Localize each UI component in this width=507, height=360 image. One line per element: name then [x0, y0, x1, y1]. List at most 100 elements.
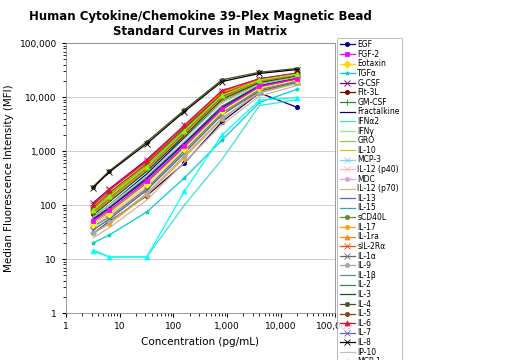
EGF	[144, 194, 150, 198]
IL-12 (p40)	[182, 148, 188, 152]
MCP-1	[182, 131, 188, 135]
IL-8	[294, 67, 300, 72]
G-CSF	[219, 89, 225, 93]
Fractalkine	[90, 215, 96, 219]
IL-9	[106, 220, 112, 225]
IP-10	[106, 203, 112, 207]
IFNγ	[106, 204, 112, 208]
IL-17	[106, 222, 112, 226]
Fractalkine	[106, 203, 112, 207]
IL-3	[257, 80, 263, 85]
Line: Fractalkine: Fractalkine	[93, 78, 297, 217]
Fractalkine	[257, 81, 263, 86]
Eotaxin	[182, 133, 188, 137]
IL-4	[219, 78, 225, 82]
TNFα	[219, 109, 225, 113]
Line: MDC: MDC	[91, 77, 299, 224]
MCP-3	[219, 112, 225, 117]
Line: EGF: EGF	[91, 91, 299, 235]
TNFα	[182, 147, 188, 151]
IL-1ra	[257, 78, 263, 82]
TNFβ	[257, 84, 263, 89]
IL-15	[182, 146, 188, 150]
IL-5	[182, 126, 188, 130]
VEGF	[182, 189, 188, 194]
Fractalkine	[294, 76, 300, 80]
IL-1ra	[144, 162, 150, 167]
MIP-1α	[294, 72, 300, 76]
IFNγ	[144, 174, 150, 179]
Line: Eotaxin: Eotaxin	[91, 73, 300, 213]
GM-CSF	[144, 164, 150, 168]
IL-2	[144, 176, 150, 180]
sCD40L	[106, 196, 112, 200]
IL-12 (p40)	[144, 184, 150, 188]
IL-8	[219, 79, 225, 84]
IL-7	[144, 181, 150, 185]
Flt-3L	[257, 79, 263, 83]
IL-17	[219, 117, 225, 121]
TGFα	[294, 87, 300, 91]
sIL-2Rα	[257, 79, 263, 83]
Line: IL-2: IL-2	[93, 78, 297, 219]
IL-9	[219, 116, 225, 120]
IL-1β	[294, 79, 300, 84]
IL-12 (p70)	[106, 226, 112, 230]
IL-5	[106, 190, 112, 195]
Line: MCP-3: MCP-3	[90, 79, 300, 233]
MIP-1α	[90, 208, 96, 213]
IL-5	[144, 161, 150, 166]
Line: IP-10: IP-10	[93, 77, 297, 217]
MDC	[257, 84, 263, 89]
Line: sIL-2Rα: sIL-2Rα	[90, 72, 300, 208]
MCP-1	[144, 167, 150, 171]
IL-4	[182, 108, 188, 112]
Line: MCP-1: MCP-1	[90, 72, 300, 215]
IFNα2	[294, 98, 300, 102]
IL-9	[144, 191, 150, 195]
IL-10	[294, 78, 300, 82]
Line: IL-13: IL-13	[93, 79, 297, 219]
TNFα	[257, 86, 263, 90]
TNFα	[106, 211, 112, 216]
IP-10	[257, 82, 263, 87]
IL-15	[219, 108, 225, 113]
Eotaxin	[106, 195, 112, 199]
IL-4	[257, 70, 263, 75]
MCP-1	[257, 79, 263, 84]
GRO	[106, 199, 112, 203]
MIP-1α	[106, 194, 112, 199]
IL-1β	[106, 215, 112, 219]
IL-1ra	[106, 192, 112, 196]
Eotaxin	[257, 80, 263, 84]
FGF-2	[106, 206, 112, 210]
IL-13	[90, 217, 96, 221]
Flt-3L	[219, 95, 225, 99]
IL-1β	[90, 225, 96, 229]
TNFα	[144, 182, 150, 186]
MDC	[144, 179, 150, 183]
IL-7	[106, 211, 112, 215]
Line: IFNγ: IFNγ	[93, 78, 297, 219]
IL-2	[294, 76, 300, 80]
Line: GM-CSF: GM-CSF	[90, 71, 300, 213]
EGF	[182, 161, 188, 165]
IL-7	[90, 222, 96, 226]
MCP-1	[106, 197, 112, 201]
IL-7	[294, 77, 300, 82]
Line: IL-15: IL-15	[93, 80, 297, 224]
IL-1α	[294, 80, 300, 84]
IFNα2	[144, 255, 150, 259]
IL-2	[257, 83, 263, 87]
X-axis label: Concentration (pg/mL): Concentration (pg/mL)	[141, 337, 259, 347]
TNFβ	[90, 219, 96, 224]
Flt-3L	[182, 131, 188, 135]
IL-9	[294, 81, 300, 86]
IL-17	[182, 156, 188, 160]
IL-12 (p40)	[257, 86, 263, 91]
sCD40L	[219, 94, 225, 98]
Line: IFNα2: IFNα2	[93, 100, 297, 257]
Line: IL-10: IL-10	[93, 80, 297, 224]
Line: IL-8: IL-8	[90, 67, 300, 190]
TNFα	[294, 78, 300, 82]
